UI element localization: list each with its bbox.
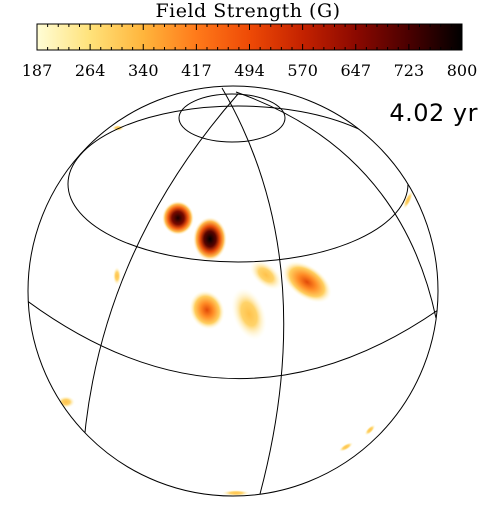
spot-m xyxy=(112,125,124,131)
spot-b xyxy=(193,217,227,261)
colorbar-tick-label: 494 xyxy=(234,61,265,80)
colorbar-tick-label: 647 xyxy=(340,61,372,80)
spot-d xyxy=(249,260,283,290)
spot-i xyxy=(338,442,354,452)
colorbar-tick-label: 417 xyxy=(181,61,212,80)
epoch-label: 4.02 yr xyxy=(389,99,478,127)
spot-e xyxy=(189,290,225,330)
spot-c xyxy=(282,261,332,303)
colorbar xyxy=(36,23,463,51)
meridian-far xyxy=(235,91,437,319)
colorbar-title: Field Strength (G) xyxy=(155,0,341,22)
meridian-left xyxy=(81,93,239,471)
latitude-lower xyxy=(28,299,438,379)
sphere-limb xyxy=(27,85,439,497)
spot-a xyxy=(162,201,194,235)
colorbar-tick-label: 570 xyxy=(287,61,318,80)
colorbar-tick-label: 187 xyxy=(21,61,53,80)
spot-g xyxy=(113,267,121,285)
spot-h xyxy=(57,396,75,408)
meridian-right xyxy=(221,87,285,495)
sphere-grid xyxy=(27,85,439,497)
spot-j xyxy=(364,424,376,436)
colorbar-ticks xyxy=(36,24,463,50)
spot-f xyxy=(231,288,267,340)
colorbar-tick-label: 723 xyxy=(393,61,425,80)
colorbar-tick-label: 264 xyxy=(74,61,106,80)
colorbar-tick-labels: 187 264 340 417 494 570 647 723 800 xyxy=(0,60,496,82)
colorbar-tick-label: 800 xyxy=(446,61,478,80)
spot-l xyxy=(222,490,250,496)
colorbar-tick-label: 340 xyxy=(127,61,159,80)
latitude-cap xyxy=(178,93,286,143)
field-spots xyxy=(57,125,414,496)
spot-k xyxy=(402,190,414,210)
